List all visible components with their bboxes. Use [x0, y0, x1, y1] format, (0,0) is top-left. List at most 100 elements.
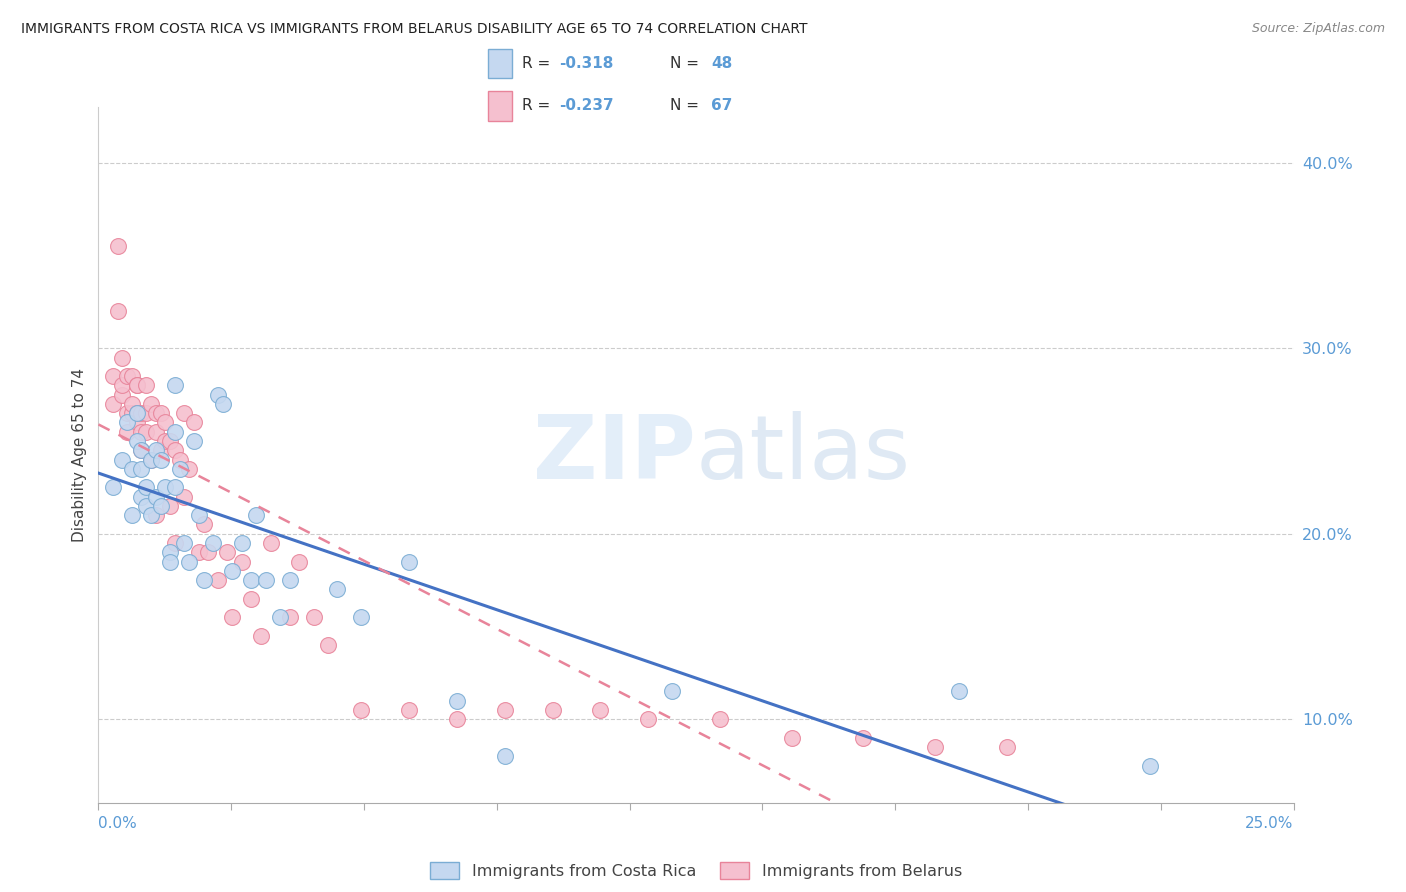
Point: [145, 490, 167, 504]
Point: [101, 369, 124, 384]
Point: [197, 545, 219, 559]
Point: [250, 629, 273, 643]
Point: [183, 434, 205, 448]
Point: [245, 508, 267, 523]
Point: [221, 610, 243, 624]
Point: [135, 480, 157, 494]
Point: [131, 490, 153, 504]
Point: [446, 694, 468, 708]
Point: [179, 462, 201, 476]
Point: [125, 416, 148, 430]
Point: [302, 610, 325, 624]
Point: [101, 397, 124, 411]
Point: [541, 703, 564, 717]
Point: [183, 416, 205, 430]
Point: [269, 610, 291, 624]
Point: [139, 452, 162, 467]
Point: [121, 462, 143, 476]
Y-axis label: Disability Age 65 to 74: Disability Age 65 to 74: [72, 368, 87, 542]
Point: [350, 610, 373, 624]
Point: [107, 304, 129, 318]
Point: [155, 480, 177, 494]
Point: [139, 452, 162, 467]
Point: [179, 555, 201, 569]
Point: [316, 638, 339, 652]
Point: [709, 712, 731, 726]
Point: [193, 517, 215, 532]
Point: [131, 406, 153, 420]
Point: [661, 684, 683, 698]
Point: [163, 425, 186, 439]
Point: [115, 406, 138, 420]
Point: [254, 573, 277, 587]
Point: [211, 397, 233, 411]
Point: [231, 536, 253, 550]
Point: [111, 378, 134, 392]
Point: [278, 610, 301, 624]
Text: -0.237: -0.237: [560, 98, 613, 113]
Point: [169, 462, 191, 476]
Point: [121, 508, 143, 523]
Point: [115, 369, 138, 384]
Text: 67: 67: [711, 98, 733, 113]
Point: [159, 434, 181, 448]
Point: [101, 480, 124, 494]
Point: [155, 416, 177, 430]
Point: [948, 684, 970, 698]
Point: [326, 582, 349, 597]
Point: [193, 573, 215, 587]
Point: [163, 536, 186, 550]
Point: [149, 406, 172, 420]
Point: [173, 536, 195, 550]
Point: [135, 406, 157, 420]
Point: [111, 351, 134, 365]
Point: [446, 712, 468, 726]
Point: [111, 387, 134, 401]
Point: [139, 508, 162, 523]
Text: atlas: atlas: [696, 411, 911, 499]
Point: [207, 573, 229, 587]
Point: [121, 397, 143, 411]
Point: [207, 387, 229, 401]
Point: [135, 378, 157, 392]
Text: 25.0%: 25.0%: [1246, 816, 1294, 831]
Text: R =: R =: [522, 56, 555, 71]
Point: [121, 406, 143, 420]
Point: [149, 499, 172, 513]
Text: Source: ZipAtlas.com: Source: ZipAtlas.com: [1251, 22, 1385, 36]
Point: [159, 499, 181, 513]
Point: [159, 545, 181, 559]
Point: [173, 490, 195, 504]
Point: [131, 425, 153, 439]
Point: [131, 462, 153, 476]
Point: [145, 425, 167, 439]
Text: ZIP: ZIP: [533, 411, 696, 499]
Text: N =: N =: [671, 56, 704, 71]
Point: [398, 555, 420, 569]
Point: [135, 499, 157, 513]
Point: [217, 545, 239, 559]
Point: [398, 703, 420, 717]
Point: [231, 555, 253, 569]
Point: [1139, 758, 1161, 772]
Point: [125, 378, 148, 392]
Point: [131, 443, 153, 458]
Point: [121, 369, 143, 384]
Bar: [488, 49, 512, 78]
Point: [780, 731, 803, 745]
Text: IMMIGRANTS FROM COSTA RICA VS IMMIGRANTS FROM BELARUS DISABILITY AGE 65 TO 74 CO: IMMIGRANTS FROM COSTA RICA VS IMMIGRANTS…: [21, 22, 807, 37]
Point: [115, 425, 138, 439]
Point: [169, 452, 191, 467]
Point: [159, 555, 181, 569]
Text: 0.0%: 0.0%: [98, 816, 138, 831]
Point: [163, 443, 186, 458]
Point: [637, 712, 659, 726]
Point: [125, 434, 148, 448]
Point: [173, 406, 195, 420]
Point: [221, 564, 243, 578]
Text: R =: R =: [522, 98, 555, 113]
Point: [139, 397, 162, 411]
Point: [924, 740, 946, 755]
Point: [111, 452, 134, 467]
Legend: Immigrants from Costa Rica, Immigrants from Belarus: Immigrants from Costa Rica, Immigrants f…: [423, 856, 969, 885]
